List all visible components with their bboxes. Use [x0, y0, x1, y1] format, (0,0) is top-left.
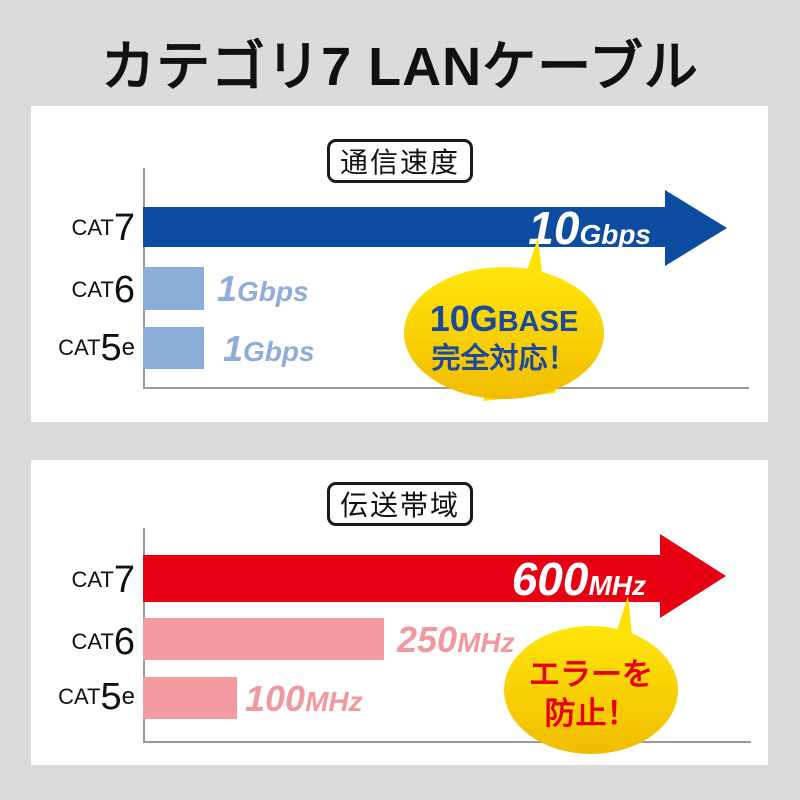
cat-number: 5 [100, 327, 122, 369]
cat7-speed-arrow-shaft [143, 207, 665, 247]
callout-line2: 防止！ [544, 695, 638, 731]
bar-cat6-band [143, 618, 384, 660]
cat-number: 5 [100, 676, 122, 718]
speed-chart-panel: 通信速度 CAT 7 CAT 6 CAT 5 e 10 Gbps 1 Gbps 1 Gbps [31, 106, 768, 422]
value-number: 100 [245, 678, 306, 719]
value-number: 250 [397, 619, 458, 660]
value-number: 10 [528, 202, 580, 254]
bar-cat6-speed [143, 267, 204, 310]
cat7-speed-arrow-head-icon [665, 190, 727, 266]
cat7-band-arrow-shaft [143, 555, 660, 602]
value-unit: Gbps [243, 336, 315, 367]
value-unit: Gbps [237, 276, 309, 307]
bar-cat5e-band [143, 677, 237, 719]
speed-callout-text: 10GBASE 完全対応！ [404, 298, 604, 377]
value-unit: MHz [588, 570, 646, 601]
cat-prefix: CAT [71, 567, 114, 592]
row-label-cat6-speed: CAT 6 [31, 266, 135, 314]
callout-line1-small: BASE [497, 306, 579, 338]
value-unit: Gbps [579, 219, 651, 250]
value-number: 1 [223, 328, 244, 369]
value-label-cat7-band: 600 MHz [143, 553, 646, 605]
cat-number: 7 [113, 207, 135, 249]
bandwidth-x-axis-line [143, 741, 751, 743]
cat-number: 6 [113, 621, 135, 663]
value-number: 600 [511, 553, 589, 605]
cat-suffix: e [121, 683, 135, 710]
value-label-cat5e-speed: 1 Gbps [223, 328, 315, 370]
page-title: カテゴリ7 LANケーブル [101, 37, 699, 97]
bandwidth-chart-title-badge: 伝送帯域 [327, 482, 473, 526]
bar-cat5e-speed [143, 327, 204, 369]
cat-prefix: CAT [58, 335, 101, 360]
callout-line1: 10GBASE [404, 298, 604, 339]
bandwidth-callout-text: エラーを 防止！ [505, 657, 677, 731]
value-unit: MHz [305, 686, 363, 717]
row-label-cat7-speed: CAT 7 [31, 204, 135, 252]
value-number: 1 [217, 268, 238, 309]
value-label-cat6-speed: 1 Gbps [217, 268, 309, 310]
cat-prefix: CAT [58, 684, 101, 709]
speed-x-axis-line [143, 387, 749, 389]
row-label-cat7-band: CAT 7 [31, 556, 135, 604]
cat-number: 6 [113, 269, 135, 311]
row-label-cat5e-band: CAT 5 e [31, 673, 135, 721]
value-label-cat6-band: 250 MHz [397, 619, 515, 661]
callout-line1-big: 10G [429, 298, 498, 339]
cat7-band-arrow-head-icon [660, 534, 726, 618]
cat-prefix: CAT [71, 629, 114, 654]
value-label-cat5e-band: 100 MHz [245, 678, 363, 720]
cat-number: 7 [113, 559, 135, 601]
row-label-cat6-band: CAT 6 [31, 618, 135, 666]
value-unit: MHz [457, 627, 515, 658]
bandwidth-chart-panel: 伝送帯域 CAT 7 CAT 6 CAT 5 e 600 MHz 250 MHz 100 MH… [31, 460, 768, 765]
speed-chart-title-badge: 通信速度 [327, 139, 473, 183]
value-label-cat7-speed: 10 Gbps [143, 202, 651, 254]
speed-chart-title: 通信速度 [339, 147, 460, 178]
cat-prefix: CAT [71, 215, 114, 240]
cat-prefix: CAT [71, 277, 114, 302]
callout-line2: 完全対応！ [431, 343, 577, 376]
bandwidth-chart-title: 伝送帯域 [339, 490, 460, 521]
row-label-cat5e-speed: CAT 5 e [31, 324, 135, 372]
cat-suffix: e [121, 334, 135, 361]
callout-line1: エラーを [529, 657, 653, 692]
